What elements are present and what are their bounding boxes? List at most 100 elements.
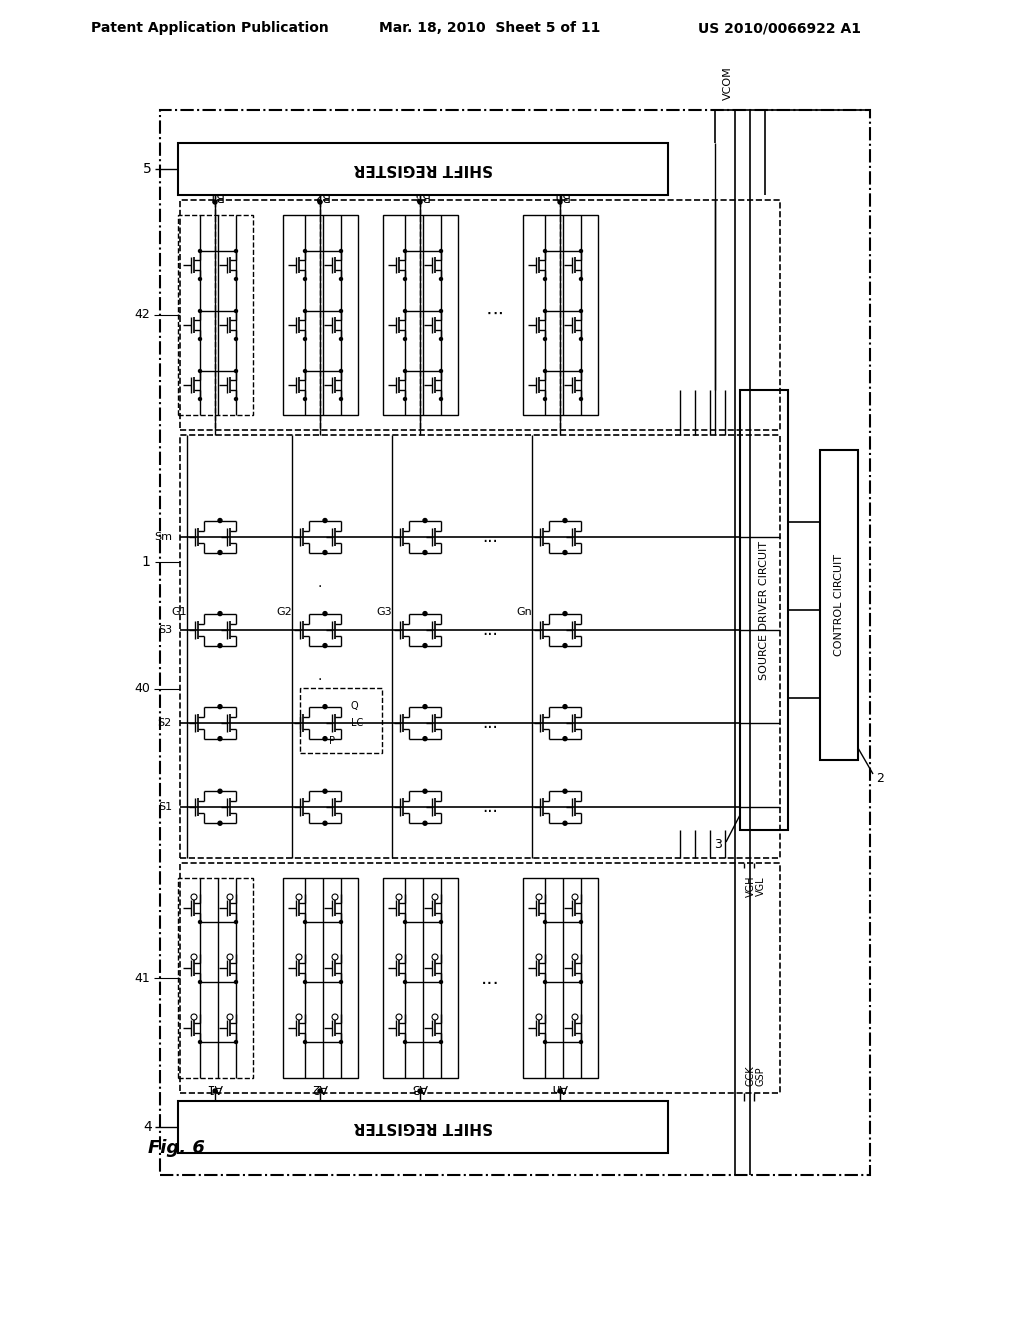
Circle shape bbox=[439, 1040, 442, 1044]
Circle shape bbox=[323, 705, 327, 709]
Bar bbox=[820, 450, 858, 760]
Circle shape bbox=[234, 249, 238, 252]
Circle shape bbox=[544, 277, 547, 281]
Circle shape bbox=[580, 1040, 583, 1044]
Bar bbox=[178, 878, 253, 1078]
Text: ...: ... bbox=[482, 799, 498, 816]
Circle shape bbox=[423, 737, 427, 741]
Circle shape bbox=[563, 821, 567, 825]
Circle shape bbox=[303, 920, 306, 924]
Circle shape bbox=[544, 309, 547, 313]
Circle shape bbox=[439, 370, 442, 372]
Circle shape bbox=[563, 519, 567, 523]
Circle shape bbox=[296, 1014, 302, 1020]
Circle shape bbox=[303, 309, 306, 313]
Circle shape bbox=[227, 894, 233, 900]
Circle shape bbox=[580, 397, 583, 400]
Circle shape bbox=[544, 1040, 547, 1044]
Circle shape bbox=[423, 644, 427, 648]
Circle shape bbox=[544, 370, 547, 372]
Bar bbox=[740, 389, 788, 830]
Text: S1: S1 bbox=[158, 803, 172, 812]
Circle shape bbox=[403, 309, 407, 313]
Text: ...: ... bbox=[480, 305, 500, 325]
Text: GSP: GSP bbox=[756, 1067, 766, 1086]
Circle shape bbox=[323, 821, 327, 825]
Circle shape bbox=[303, 1040, 306, 1044]
Circle shape bbox=[423, 519, 427, 523]
Circle shape bbox=[544, 249, 547, 252]
Circle shape bbox=[544, 338, 547, 341]
Circle shape bbox=[296, 894, 302, 900]
Circle shape bbox=[563, 789, 567, 793]
Circle shape bbox=[218, 611, 222, 615]
Text: 42: 42 bbox=[134, 309, 150, 322]
Circle shape bbox=[563, 644, 567, 648]
Text: LC: LC bbox=[351, 718, 364, 729]
Circle shape bbox=[580, 249, 583, 252]
Text: S3: S3 bbox=[158, 624, 172, 635]
Bar bbox=[180, 436, 780, 858]
Circle shape bbox=[439, 277, 442, 281]
Circle shape bbox=[303, 370, 306, 372]
Text: GCK: GCK bbox=[746, 1065, 756, 1086]
Circle shape bbox=[396, 894, 402, 900]
Circle shape bbox=[191, 1014, 197, 1020]
Circle shape bbox=[227, 1014, 233, 1020]
Circle shape bbox=[544, 920, 547, 924]
Circle shape bbox=[199, 277, 202, 281]
Circle shape bbox=[303, 249, 306, 252]
Circle shape bbox=[213, 201, 217, 205]
Circle shape bbox=[340, 981, 342, 983]
Text: G1: G1 bbox=[171, 607, 187, 616]
Text: 5: 5 bbox=[143, 162, 152, 176]
Circle shape bbox=[234, 338, 238, 341]
Circle shape bbox=[199, 338, 202, 341]
Circle shape bbox=[423, 611, 427, 615]
Circle shape bbox=[199, 370, 202, 372]
Circle shape bbox=[403, 1040, 407, 1044]
Bar bbox=[283, 215, 358, 414]
Circle shape bbox=[191, 954, 197, 960]
Bar bbox=[523, 878, 598, 1078]
Text: Sm: Sm bbox=[154, 532, 172, 541]
Circle shape bbox=[423, 705, 427, 709]
Circle shape bbox=[418, 201, 422, 205]
Text: G2: G2 bbox=[276, 607, 292, 616]
Circle shape bbox=[396, 954, 402, 960]
Circle shape bbox=[213, 1089, 217, 1093]
Bar bbox=[178, 143, 668, 195]
Circle shape bbox=[580, 338, 583, 341]
Text: US 2010/0066922 A1: US 2010/0066922 A1 bbox=[698, 21, 861, 36]
Bar bbox=[180, 201, 780, 430]
Circle shape bbox=[218, 644, 222, 648]
Circle shape bbox=[340, 277, 342, 281]
Text: SHIFT REGISTER: SHIFT REGISTER bbox=[353, 1119, 493, 1134]
Circle shape bbox=[318, 201, 322, 205]
Text: ...: ... bbox=[482, 620, 498, 639]
Circle shape bbox=[558, 201, 562, 205]
Text: A3: A3 bbox=[412, 1081, 428, 1094]
Circle shape bbox=[234, 1040, 238, 1044]
Circle shape bbox=[234, 370, 238, 372]
Circle shape bbox=[439, 309, 442, 313]
Circle shape bbox=[423, 789, 427, 793]
Circle shape bbox=[191, 894, 197, 900]
Circle shape bbox=[234, 309, 238, 313]
Bar bbox=[180, 863, 780, 1093]
Circle shape bbox=[536, 1014, 542, 1020]
Circle shape bbox=[580, 920, 583, 924]
Circle shape bbox=[572, 1014, 578, 1020]
Circle shape bbox=[340, 1040, 342, 1044]
Text: VCOM: VCOM bbox=[723, 66, 733, 100]
Bar bbox=[383, 878, 458, 1078]
Text: A1: A1 bbox=[207, 1081, 223, 1094]
Circle shape bbox=[296, 954, 302, 960]
Circle shape bbox=[303, 338, 306, 341]
Circle shape bbox=[439, 981, 442, 983]
Circle shape bbox=[580, 277, 583, 281]
Bar bbox=[383, 215, 458, 414]
Circle shape bbox=[340, 249, 342, 252]
Circle shape bbox=[234, 277, 238, 281]
Circle shape bbox=[199, 397, 202, 400]
